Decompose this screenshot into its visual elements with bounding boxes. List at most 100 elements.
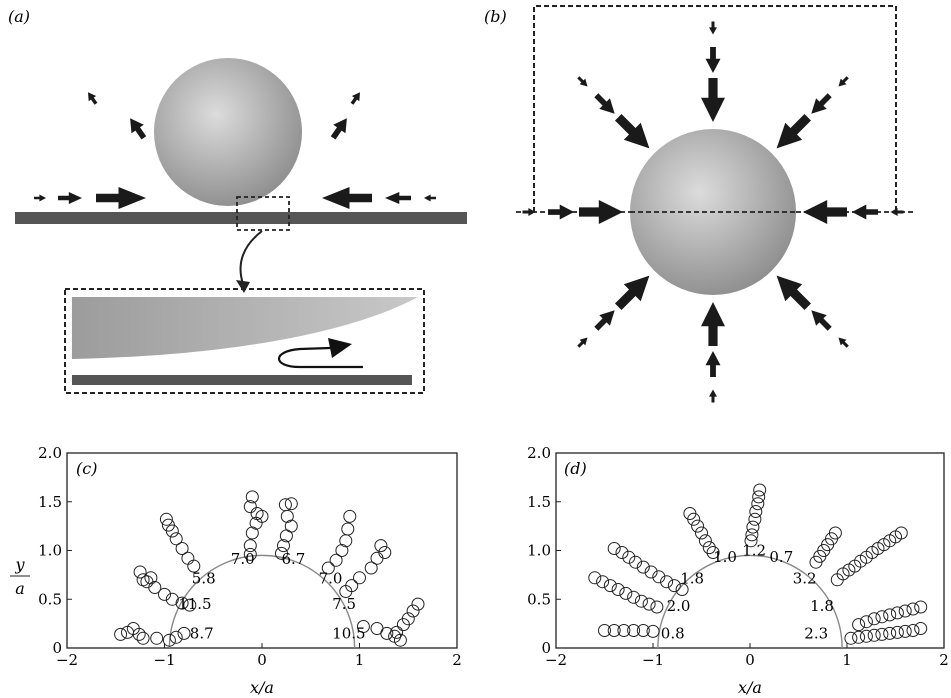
flow-arrow-icon <box>776 114 811 149</box>
flow-arrow-icon <box>130 118 147 140</box>
flow-arrow-icon <box>424 194 436 202</box>
trajectory-point <box>607 624 621 637</box>
flow-arrow-icon <box>330 118 347 140</box>
flow-arrow-icon <box>96 187 146 209</box>
trajectory-point <box>603 579 617 593</box>
flow-arrow-icon <box>594 310 615 331</box>
x-axis-label-c: x/a <box>250 678 274 697</box>
trajectory-point <box>329 553 343 567</box>
trajectory-point <box>339 534 353 548</box>
panel-a: (a) <box>8 7 467 394</box>
trajectory-point <box>627 590 641 604</box>
trajectory-point <box>598 624 611 637</box>
trajectory-point <box>284 497 298 511</box>
trajectory-point <box>607 542 621 555</box>
trajectory-point <box>343 509 357 523</box>
flow-arrow-icon <box>705 47 721 73</box>
trajectory-point <box>906 602 920 616</box>
flow-arrow-icon <box>594 93 615 114</box>
trajectory-point <box>859 629 873 643</box>
trajectory-point <box>702 541 716 555</box>
trajectory-point <box>748 512 762 526</box>
plot-d: −2 −1 0 1 2 0 0.5 1.0 1.5 2.0 1.0 1.2 0.7 1.8 3.2 2.0 1.… <box>527 444 949 669</box>
trajectory-point <box>335 544 349 557</box>
velocity-annotation: 2.0 <box>667 597 691 615</box>
flow-arrow-icon <box>709 21 717 35</box>
y-tick-label: 0.5 <box>38 590 62 608</box>
flow-arrow-icon <box>385 192 411 204</box>
y-tick-label: 1.0 <box>38 542 62 560</box>
trajectory-point <box>374 539 388 553</box>
trajectory-point <box>749 505 763 518</box>
trajectory-point <box>691 519 705 533</box>
y-tick-label: 1.5 <box>38 493 62 511</box>
flow-arrow-icon <box>709 389 717 403</box>
trajectory-point <box>249 516 263 530</box>
recirculation-streamline <box>278 346 363 369</box>
trajectory-point <box>867 612 881 626</box>
y-tick-label: 2.0 <box>38 444 62 462</box>
trajectory-point <box>617 624 631 637</box>
trajectory-point <box>875 610 889 624</box>
flow-arrow-icon <box>58 192 82 204</box>
trajectory-point <box>396 618 410 632</box>
velocity-annotation: 10.5 <box>332 624 365 642</box>
x-tick-label: −2 <box>545 651 567 669</box>
flow-arrow-icon <box>34 194 46 202</box>
flow-arrow-icon <box>615 275 650 310</box>
y-tick-label: 1.5 <box>527 493 551 511</box>
trajectory-point <box>177 626 191 640</box>
domain-box <box>533 5 897 212</box>
trajectory-point <box>687 512 701 526</box>
y-tick-label: 2.0 <box>527 444 551 462</box>
trajectory-point <box>136 631 150 645</box>
x-tick-label: 1 <box>355 651 365 669</box>
trajectory-point <box>652 570 666 584</box>
velocity-annotation: 7.0 <box>231 550 255 568</box>
trajectory-point <box>752 490 766 504</box>
trajectory-point <box>650 600 664 614</box>
flow-arrow-icon <box>577 337 588 348</box>
trajectory-point <box>744 534 758 548</box>
trajectory-point <box>890 625 904 639</box>
trajectory-point <box>321 561 335 575</box>
trajectory-point <box>187 559 201 573</box>
trajectory-point <box>370 622 384 635</box>
trajectory-point <box>150 631 164 645</box>
inset-sphere-surface <box>72 297 418 359</box>
velocity-annotation: 1.8 <box>810 597 834 615</box>
trajectory-point <box>245 526 259 540</box>
trajectory-point <box>706 546 720 559</box>
trajectory-point <box>646 624 660 638</box>
sphere-outline <box>168 554 356 649</box>
x-tick-label: 2 <box>939 651 949 669</box>
x-tick-label: 1 <box>842 651 852 669</box>
trajectory-point <box>245 490 259 504</box>
x-tick-label: 0 <box>257 651 267 669</box>
trajectory-point <box>158 587 171 601</box>
trajectory-point <box>615 546 629 559</box>
trajectory-point <box>243 539 257 553</box>
trajectory-point <box>165 524 179 538</box>
velocity-annotation: 1.0 <box>713 548 737 566</box>
panel-c: (c) −2 −1 0 1 2 0 0.5 1.0 1.5 2.0 5.8 7.0 6.7 7.0 11.5… <box>10 444 462 697</box>
velocity-annotation: 7.0 <box>319 570 343 588</box>
trajectory-point <box>746 520 760 534</box>
y-axis-label-c-bottom: a <box>15 579 25 598</box>
trajectory-point <box>883 626 897 640</box>
flow-arrow-icon <box>701 302 725 346</box>
velocity-annotation: 11.5 <box>178 595 211 613</box>
trajectory-point <box>883 608 897 622</box>
x-tick-label: 2 <box>452 651 462 669</box>
trajectory-point <box>144 571 158 585</box>
trajectory-point <box>667 579 681 593</box>
sphere <box>154 58 302 206</box>
panel-d: (d) −2 −1 0 1 2 0 0.5 1.0 1.5 2.0 1.0 1.2 0.7 1.8 3.2 2… <box>527 444 949 697</box>
wall <box>15 212 467 224</box>
trajectory-point <box>275 546 288 560</box>
trajectory-point <box>852 630 866 644</box>
velocity-annotation: 0.8 <box>661 624 685 642</box>
y-tick-label: 0.5 <box>527 590 551 608</box>
velocity-annotation: 1.2 <box>742 541 766 559</box>
trajectory-point <box>353 571 366 585</box>
